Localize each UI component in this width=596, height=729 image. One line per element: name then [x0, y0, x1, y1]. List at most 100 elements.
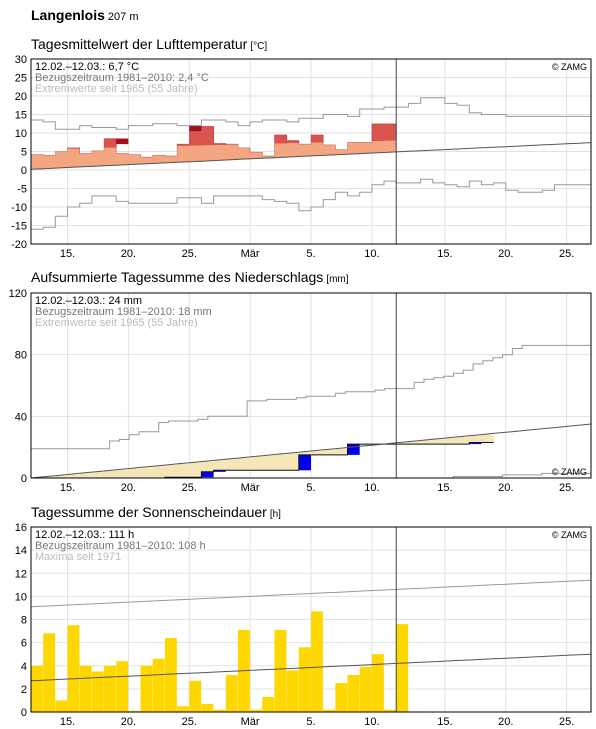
- sunshine-bar: [128, 710, 141, 712]
- x-tick-label: 15.: [60, 482, 75, 494]
- normal-line: [30, 423, 592, 479]
- sunshine-bar: [335, 683, 348, 712]
- x-tick-label: Mär: [241, 248, 260, 260]
- sunshine-bar: [213, 709, 226, 712]
- x-tick-label: 25.: [559, 248, 574, 260]
- precipitation-difference-bar: [201, 461, 214, 472]
- temperature-fill-bar: [67, 148, 80, 168]
- precipitation-difference-bar: [237, 458, 251, 471]
- temperature-fill-bar: [359, 142, 373, 154]
- temperature-fill-bar: [347, 142, 360, 155]
- x-tick-label: 15.: [437, 482, 452, 494]
- y-tick-label: 10: [15, 128, 27, 140]
- x-tick-label: 25.: [182, 482, 197, 494]
- y-tick-label: 16: [15, 522, 27, 534]
- x-tick-label: 20.: [121, 716, 136, 728]
- temperature-fill-bar: [250, 152, 263, 159]
- temperature-fill-bar: [298, 144, 312, 157]
- temperature-fill-bar: [189, 145, 202, 162]
- y-tick-label: 80: [15, 350, 27, 362]
- sunshine-bar: [250, 709, 263, 712]
- sunshine-bar: [104, 665, 116, 712]
- precipitation-difference-bar: [91, 472, 105, 478]
- legend-line-2: Extremwerte seit 1965 (55 Jahre): [35, 83, 198, 95]
- plot-frame: [30, 58, 592, 245]
- temperature-fill-bar: [55, 151, 68, 169]
- precipitation-difference-bar: [298, 452, 312, 455]
- sunshine-bar: [67, 625, 80, 712]
- sunshine-bar: [189, 680, 202, 712]
- precipitation-difference-bar: [140, 467, 154, 478]
- precipitation-difference-bar: [177, 463, 190, 478]
- temperature-anomaly-bar: [104, 138, 117, 148]
- chart-panel-0: -20 -15 -10 -5 0 5 10 15 20 25 30 15. 20. 25. Mär 5. 10.…: [11, 54, 592, 260]
- sunshine-bar: [91, 671, 104, 712]
- precipitation-increment-bar: [469, 442, 482, 445]
- temperature-fill-bar: [311, 142, 324, 156]
- y-tick-label: 12: [15, 568, 27, 580]
- y-tick-label: -10: [11, 202, 27, 214]
- precipitation-difference-bar: [457, 436, 470, 445]
- y-tick-label: -5: [17, 184, 27, 196]
- precipitation-increment-bar: [201, 471, 214, 478]
- temperature-fill-bar: [128, 154, 141, 165]
- precipitation-chart-title: Aufsummierte Tagessumme des Niederschlag…: [31, 269, 349, 285]
- precipitation-difference-bar: [286, 453, 300, 471]
- x-tick-label: 5.: [306, 716, 315, 728]
- x-tick-label: 15.: [60, 716, 75, 728]
- temperature-title-text: Tagesmittelwert der Lufttemperatur: [31, 36, 248, 52]
- station-name: Langenlois: [31, 7, 105, 23]
- extreme-min-line: [31, 178, 591, 230]
- sunshine-bar: [201, 703, 214, 712]
- temperature-fill-bar: [140, 157, 154, 165]
- precipitation-difference-bar: [444, 438, 458, 445]
- plot-frame: [30, 292, 592, 479]
- sunshine-bar: [262, 696, 275, 712]
- temperature-anomaly-bar: [177, 144, 190, 146]
- precipitation-difference-bar: [67, 474, 80, 478]
- x-tick-label: 15.: [437, 716, 452, 728]
- copyright-label: © ZAMG: [552, 530, 587, 540]
- temperature-fill-bar: [262, 155, 275, 159]
- legend-line-2: Maxima seit 1971: [35, 551, 121, 563]
- temperature-anomaly-bar: [274, 134, 287, 144]
- temperature-fill-bar: [104, 147, 117, 166]
- temperature-peak-mark: [189, 125, 202, 132]
- x-tick-label: 20.: [121, 482, 136, 494]
- precipitation-difference-bar: [55, 475, 68, 478]
- sunshine-bar: [371, 654, 384, 712]
- precipitation-difference-bar: [152, 466, 166, 478]
- sunshine-bar: [140, 665, 153, 712]
- x-tick-label: 25.: [559, 482, 574, 494]
- precipitation-difference-bar: [323, 449, 336, 455]
- temperature-fill-bar: [384, 140, 397, 153]
- precipitation-difference-bar: [189, 462, 202, 478]
- sunshine-bar: [177, 706, 190, 712]
- precipitation-difference-bar: [396, 442, 409, 445]
- temperature-anomaly-bar: [225, 144, 239, 145]
- temperature-anomaly-bar: [213, 143, 227, 146]
- y-tick-label: 4: [21, 661, 27, 673]
- sunshine-bar: [347, 675, 360, 712]
- x-tick-label: 10.: [364, 482, 379, 494]
- temperature-fill-bar: [79, 153, 93, 167]
- precipitation-difference-bar: [408, 441, 421, 445]
- temperature-fill-bar: [286, 143, 300, 158]
- plot-frame: [30, 526, 592, 713]
- precipitation-increment-bar: [298, 454, 311, 471]
- copyright-label: © ZAMG: [552, 467, 587, 477]
- precipitation-difference-bar: [274, 454, 287, 471]
- y-tick-label: 0: [21, 473, 27, 485]
- y-tick-label: 14: [15, 545, 27, 557]
- x-tick-label: 15.: [437, 248, 452, 260]
- temperature-current-outline: [31, 123, 397, 158]
- x-tick-label: 20.: [121, 248, 136, 260]
- x-tick-label: 5.: [306, 482, 315, 494]
- legend-line-1: Bezugszeitraum 1981–2010: 2,4 °C: [35, 72, 209, 84]
- x-tick-label: 20.: [498, 482, 513, 494]
- precipitation-difference-bar: [420, 440, 434, 445]
- sunshine-bar: [311, 611, 323, 712]
- x-tick-label: 10.: [364, 248, 379, 260]
- x-tick-label: Mär: [241, 482, 260, 494]
- sunshine-bar: [384, 709, 396, 712]
